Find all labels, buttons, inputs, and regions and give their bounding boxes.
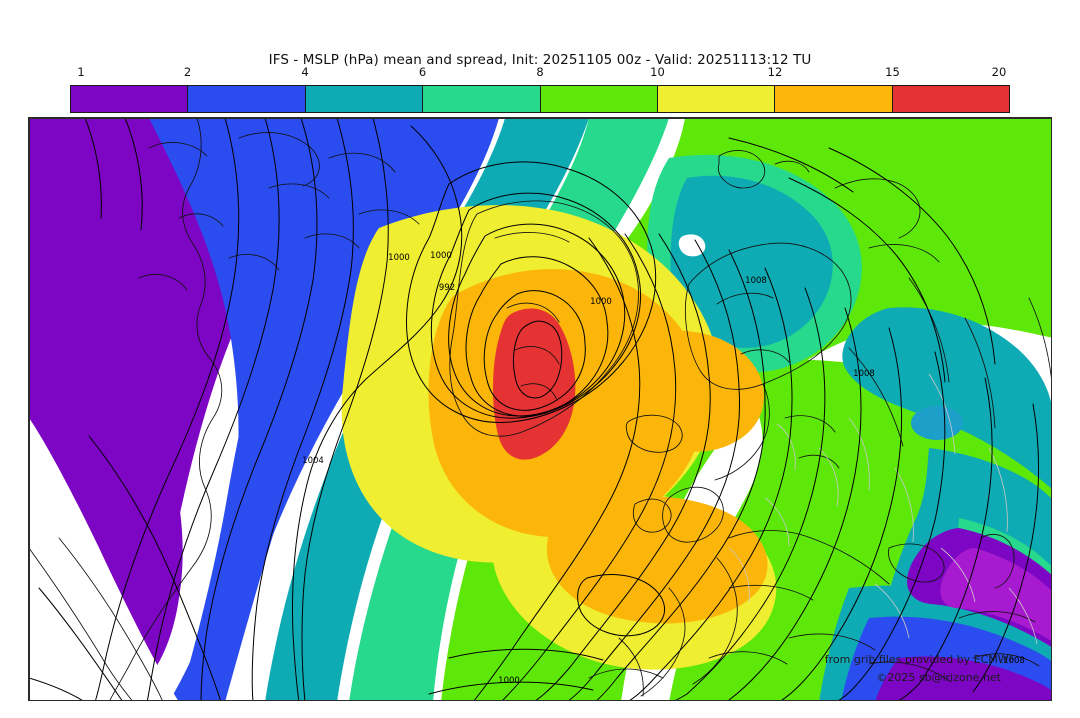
colorbar-tick-12: 12	[767, 65, 783, 79]
colorbar-band-12-15	[774, 86, 892, 112]
contour-label: 1008	[1003, 656, 1025, 666]
colorbar-tick-8: 8	[536, 65, 544, 79]
colorbar-band-8-10	[539, 86, 657, 112]
colorbar-band-4-6	[304, 86, 423, 112]
colorbar-tick-20: 20	[991, 65, 1007, 79]
colorbar-gradient	[70, 85, 1010, 113]
contour-label: 1000	[430, 251, 452, 261]
colorbar-band-10-12	[656, 86, 775, 112]
contour-label-layer: 1000100010009921008100810041008100010001…	[302, 251, 1025, 686]
colorbar-tick-2: 2	[183, 65, 192, 79]
colorbar-tick-4: 4	[301, 65, 309, 79]
map-canvas[interactable]: 1000100010009921008100810041008100010001…	[28, 117, 1052, 701]
contour-label: 1004	[302, 456, 324, 466]
colorbar-tick-6: 6	[418, 65, 427, 79]
colorbar-tick-1: 1	[77, 65, 85, 79]
contour-label: 1008	[853, 369, 875, 379]
spread-shading-layer	[29, 118, 1051, 700]
border-layer	[728, 373, 1038, 645]
coastline-layer	[29, 118, 1051, 700]
contour-label: 1008	[745, 276, 767, 286]
colorbar-band-15-20	[891, 86, 1009, 112]
contour-label: 992	[439, 283, 455, 293]
contour-label: 1000	[590, 297, 612, 307]
contour-label: 1000	[498, 676, 520, 686]
attribution-copyright: ©2025 sb@irizone.net	[876, 671, 1001, 684]
colorbar: 1 2 4 6 8 10 12 15 20	[70, 65, 1010, 113]
map-svg: 1000100010009921008100810041008100010001…	[29, 118, 1051, 700]
attribution-source: from grib files provided by ECMWF	[824, 653, 1015, 666]
page-title: IFS - MSLP (hPa) mean and spread, Init: …	[268, 52, 812, 68]
colorbar-band-1-2	[71, 86, 188, 112]
contour-label: 1000	[388, 253, 410, 263]
colorbar-band-6-8	[422, 86, 540, 112]
isobar-layer	[29, 118, 1040, 700]
colorbar-tick-10: 10	[650, 65, 665, 79]
colorbar-band-2-4	[187, 86, 305, 112]
colorbar-tick-15: 15	[885, 65, 900, 79]
